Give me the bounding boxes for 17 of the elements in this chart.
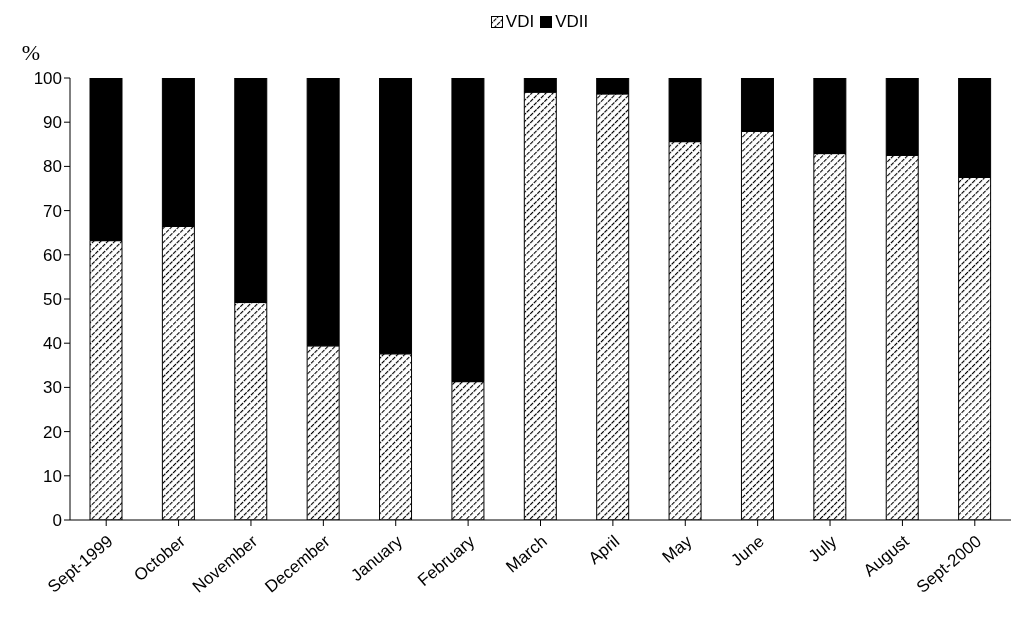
y-tick-label: 20 <box>43 422 62 442</box>
x-tick-label: June <box>727 531 768 570</box>
y-tick-label: 50 <box>43 290 62 310</box>
x-tick-label: July <box>804 531 841 566</box>
y-tick-label: 10 <box>43 466 62 486</box>
y-tick-label: 100 <box>33 69 62 89</box>
x-tick-label: May <box>658 531 696 567</box>
legend-label: VDI <box>504 12 535 32</box>
y-tick-label: 70 <box>43 201 62 221</box>
y-tick-label: 40 <box>43 334 62 354</box>
y-tick-label: 60 <box>43 245 62 265</box>
legend-label: VDII <box>554 12 589 32</box>
y-axis-title: % <box>21 40 41 65</box>
y-tick-label: 30 <box>43 378 62 398</box>
y-tick-label: 80 <box>43 157 62 177</box>
y-tick-label: 90 <box>43 113 62 133</box>
y-tick-label: 0 <box>52 511 62 531</box>
